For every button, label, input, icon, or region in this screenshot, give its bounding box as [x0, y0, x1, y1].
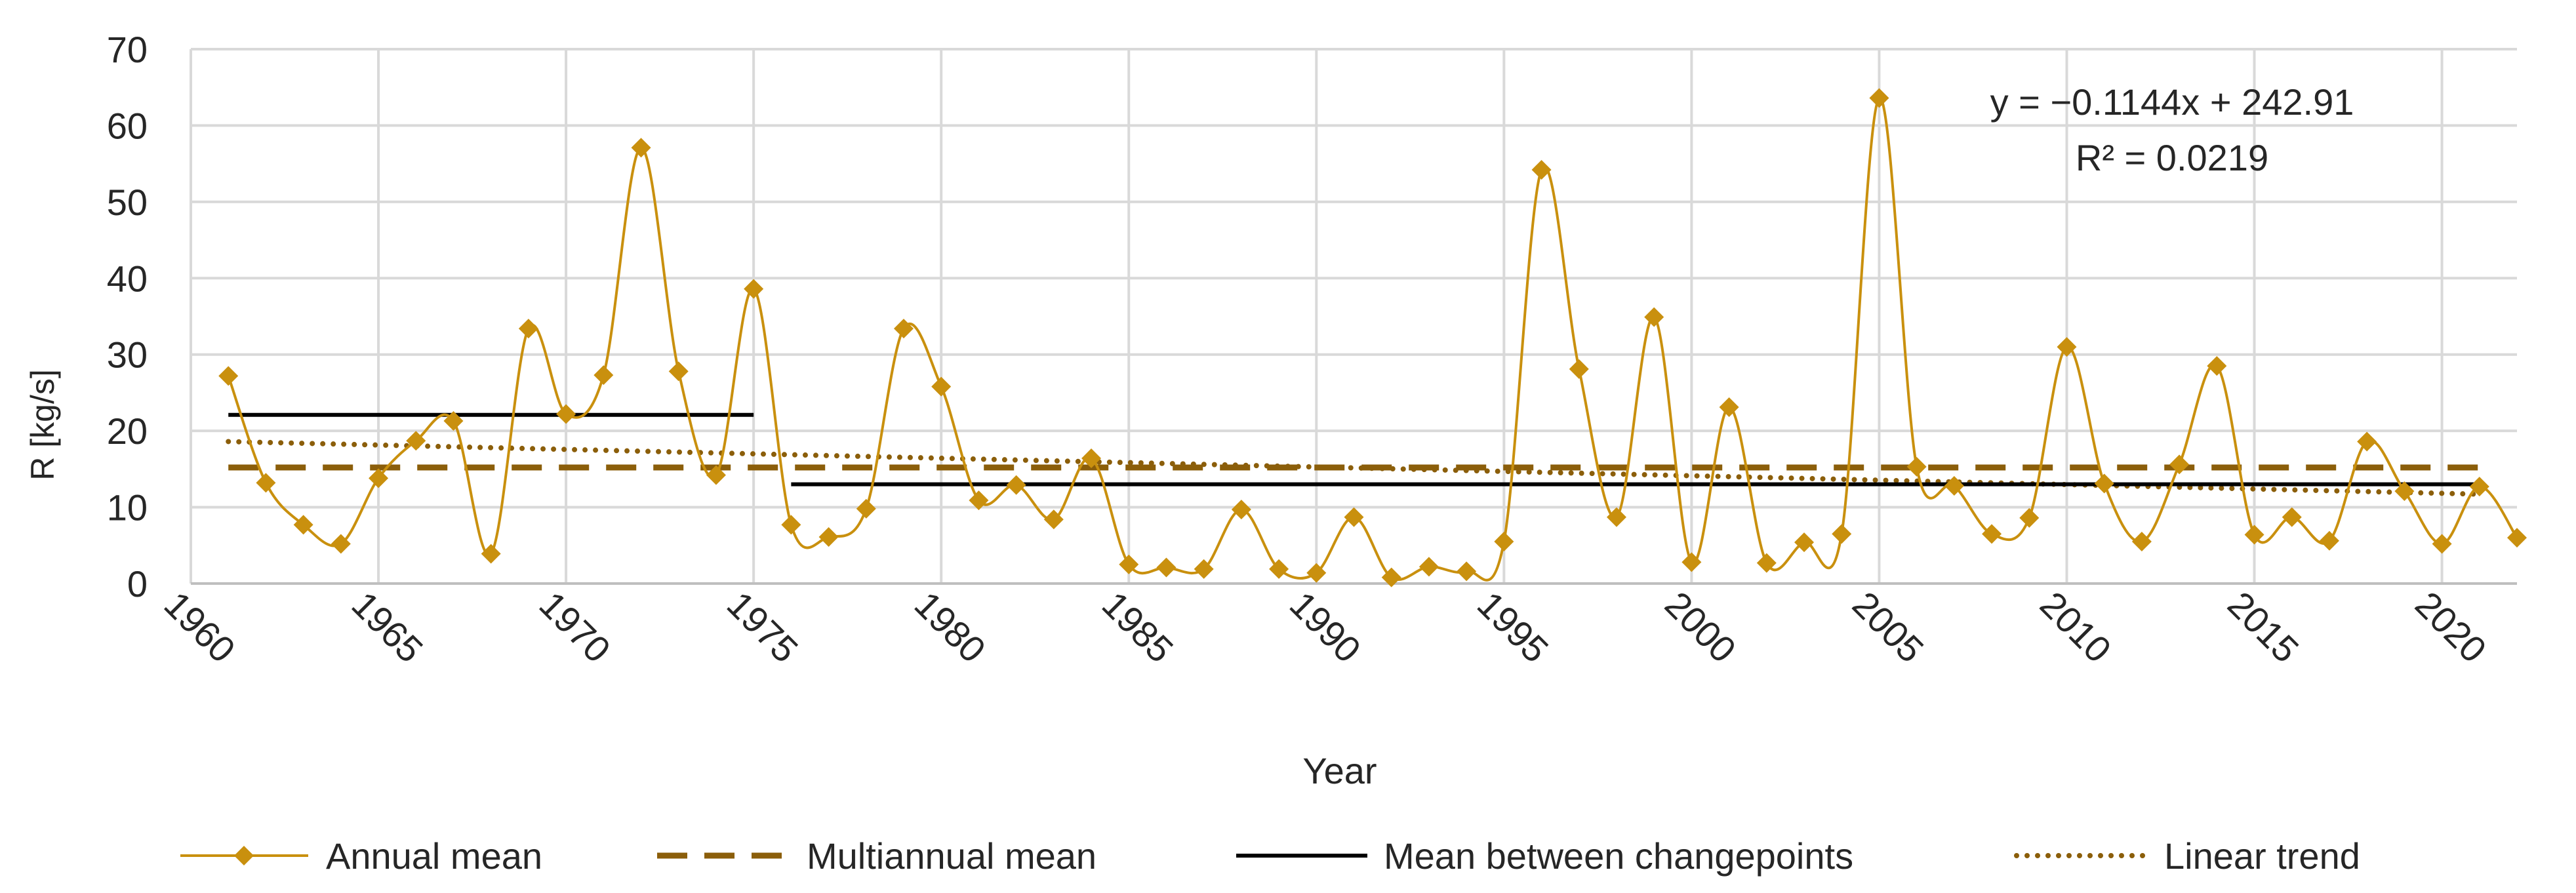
- annual-mean-point: [1756, 553, 1777, 573]
- annual-mean-point: [1794, 532, 1815, 553]
- annual-mean-point: [1569, 359, 1589, 379]
- annual-mean-point: [2244, 525, 2264, 545]
- annual-mean-point: [1043, 509, 1064, 530]
- y-tick-label: 40: [107, 258, 148, 299]
- x-tick-label: 1975: [719, 584, 807, 671]
- annual-mean-point: [556, 404, 576, 424]
- annual-mean-point: [1832, 524, 1852, 544]
- legend: Annual mean Multiannual mean Mean between …: [180, 835, 2360, 877]
- annual-mean-point: [1231, 500, 1251, 520]
- annual-mean-point: [1081, 448, 1102, 469]
- annual-mean-point: [1681, 552, 1702, 572]
- annual-mean-point: [969, 490, 989, 511]
- x-tick-label: 1980: [907, 584, 994, 671]
- annual-mean-point: [856, 498, 876, 519]
- annual-mean-point: [331, 534, 351, 554]
- annual-mean-point: [518, 319, 538, 339]
- x-tick-label: 1995: [1470, 584, 1557, 671]
- legend-label-linear-trend: Linear trend: [2164, 835, 2360, 877]
- x-tick-label: 2000: [1657, 584, 1744, 671]
- annual-mean-point: [1531, 159, 1552, 180]
- annual-mean-point: [443, 411, 464, 431]
- x-tick-label: 1965: [344, 584, 432, 671]
- annual-mean-point: [2094, 473, 2114, 494]
- annual-mean-point: [631, 138, 651, 158]
- annual-mean-point: [2432, 534, 2452, 554]
- annual-mean-point: [1944, 475, 1964, 496]
- y-tick-label: 30: [107, 334, 148, 376]
- annual-mean-point: [2169, 454, 2190, 475]
- x-tick-label: 2015: [2220, 584, 2307, 671]
- y-axis-label: R [kg/s]: [24, 369, 61, 480]
- annual-mean-point: [406, 431, 426, 451]
- y-tick-label: 70: [107, 29, 148, 70]
- annual-mean-point: [1306, 563, 1327, 583]
- annual-mean-point: [293, 515, 313, 535]
- x-axis-ticks: 1960 1965 1970 1975 1980 1985 1990 1995 2000 2005…: [156, 584, 2494, 671]
- annual-mean-point: [594, 365, 614, 386]
- annual-mean-point: [1344, 507, 1364, 527]
- annual-mean-point: [2394, 481, 2415, 502]
- annual-mean-point: [1194, 559, 1214, 579]
- annual-mean-point: [706, 465, 726, 485]
- annual-mean-point: [1156, 557, 1177, 578]
- x-tick-label: 2020: [2407, 584, 2495, 671]
- y-tick-label: 60: [107, 105, 148, 146]
- annual-mean-point: [218, 366, 239, 386]
- annual-mean-point: [2357, 431, 2377, 452]
- annual-mean-point: [2282, 507, 2302, 527]
- x-tick-label: 2005: [1845, 584, 1932, 671]
- x-tick-label: 1985: [1095, 584, 1182, 671]
- annual-mean-point: [1606, 507, 1626, 527]
- x-tick-label: 1990: [1282, 584, 1369, 671]
- annual-mean-point: [1982, 524, 2002, 544]
- annual-mean-point: [2469, 477, 2489, 497]
- annual-mean-point: [2057, 337, 2077, 357]
- annual-mean-point: [2507, 528, 2527, 548]
- x-tick-label: 1960: [156, 584, 243, 671]
- y-tick-label: 0: [127, 563, 148, 605]
- grid: [190, 48, 2517, 585]
- annual-mean-point: [1006, 475, 1026, 495]
- trend-equation: y = −0.1144x + 242.91: [1990, 81, 2354, 123]
- annual-mean-point: [818, 526, 839, 547]
- annual-mean-point: [369, 468, 389, 488]
- annual-mean-point: [744, 279, 764, 299]
- legend-label-annual-mean: Annual mean: [326, 835, 542, 877]
- annual-mean-point: [1419, 557, 1439, 577]
- x-tick-label: 2010: [2032, 584, 2120, 671]
- annual-mean-point: [2019, 507, 2040, 528]
- annual-mean-point: [1494, 531, 1514, 551]
- legend-label-multiannual-mean: Multiannual mean: [807, 835, 1097, 877]
- annual-mean-point: [1269, 559, 1289, 579]
- y-tick-label: 10: [107, 487, 148, 528]
- annual-mean-point: [781, 515, 801, 535]
- annual-mean-point: [256, 473, 276, 493]
- y-axis-ticks: 0 10 20 30 40 50 60 70: [107, 29, 148, 605]
- legend-label-changepoint-mean: Mean between changepoints: [1384, 835, 1853, 877]
- annual-mean-point: [1869, 88, 1889, 108]
- annual-mean-point: [668, 361, 689, 382]
- annual-mean-point: [1119, 554, 1139, 574]
- x-tick-label: 1970: [532, 584, 619, 671]
- annual-mean-markers: [218, 88, 2527, 587]
- annual-mean-point: [893, 319, 914, 339]
- annual-mean-point: [2207, 356, 2227, 376]
- x-axis-label: Year: [1302, 750, 1377, 791]
- y-tick-label: 20: [107, 410, 148, 452]
- annual-mean-point: [2131, 531, 2152, 551]
- trend-r-squared: R² = 0.0219: [2076, 137, 2268, 178]
- annual-mean-point: [1381, 567, 1401, 587]
- annual-mean-point: [2319, 530, 2339, 551]
- annual-mean-point: [1906, 456, 1927, 477]
- annual-mean-point: [1457, 561, 1477, 582]
- legend-marker-annual-mean: [234, 846, 254, 865]
- annual-mean-point: [481, 544, 501, 564]
- annual-mean-point: [1644, 307, 1664, 327]
- y-tick-label: 50: [107, 182, 148, 223]
- annual-mean-point: [931, 376, 952, 397]
- annual-mean-point: [1719, 397, 1739, 418]
